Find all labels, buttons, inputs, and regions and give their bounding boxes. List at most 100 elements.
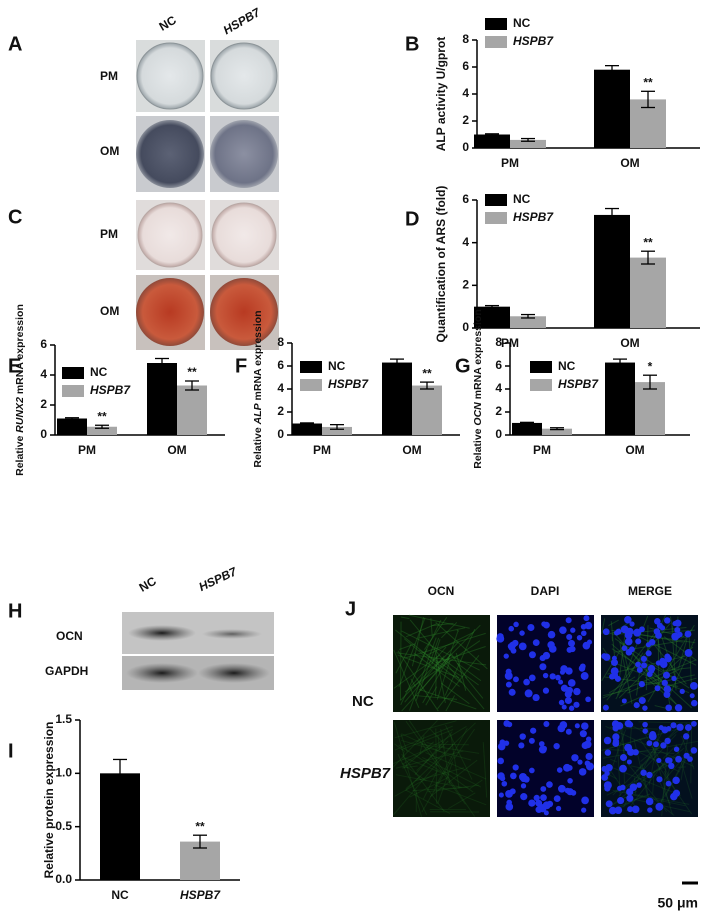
nucleus [655, 802, 664, 811]
row-label: HSPB7 [340, 765, 391, 782]
nucleus [645, 797, 654, 806]
texture [436, 660, 451, 700]
nucleus [619, 764, 627, 773]
nucleus [691, 720, 697, 727]
bar [635, 382, 665, 435]
y-axis-label: Relative protein expression [42, 722, 56, 879]
texture [425, 752, 487, 780]
nucleus [665, 704, 672, 712]
texture [618, 664, 653, 699]
significance: ** [97, 409, 107, 423]
nucleus [565, 728, 572, 735]
bar [594, 69, 630, 148]
y-tick-label: 6 [462, 192, 469, 206]
band [198, 663, 270, 683]
nucleus [666, 726, 672, 732]
nucleus [542, 672, 549, 679]
nucleus [664, 617, 671, 624]
row-label: OM [100, 304, 119, 318]
texture [410, 678, 417, 688]
texture [432, 622, 454, 627]
nucleus [530, 727, 537, 734]
nucleus [567, 679, 576, 687]
nucleus [559, 669, 566, 675]
texture [425, 686, 438, 706]
bar [474, 306, 510, 328]
nucleus [665, 780, 672, 787]
texture [440, 728, 451, 785]
nucleus [615, 721, 624, 730]
nucleus [497, 772, 505, 780]
column-label: HSPB7 [197, 564, 240, 594]
band [128, 625, 196, 641]
nucleus [682, 733, 690, 740]
nucleus [647, 807, 653, 813]
nucleus [573, 687, 581, 696]
texture [430, 618, 433, 637]
nucleus [533, 794, 540, 802]
texture [429, 759, 478, 798]
bar [474, 134, 510, 148]
y-tick-label: 4 [462, 235, 469, 249]
texture [418, 627, 466, 639]
x-tick-label: OM [620, 156, 639, 170]
texture [610, 758, 618, 763]
texture [400, 648, 428, 706]
panel-letter: A [8, 33, 22, 55]
nucleus [653, 741, 659, 748]
texture [450, 733, 460, 789]
y-tick-label: 6 [495, 358, 502, 372]
texture [669, 616, 674, 632]
nucleus [512, 764, 519, 771]
texture [426, 631, 474, 656]
nucleus [646, 740, 653, 747]
bar [594, 214, 630, 328]
texture [435, 651, 446, 703]
texture [409, 619, 485, 710]
nucleus [528, 737, 535, 744]
texture [404, 722, 476, 792]
nucleus [663, 685, 672, 693]
texture [396, 652, 487, 666]
legend-label: NC [558, 359, 576, 373]
nucleus [528, 674, 536, 682]
texture [419, 619, 442, 663]
bar [100, 773, 140, 880]
column-label: HSPB7 [221, 5, 264, 38]
x-tick-label: OM [625, 443, 644, 457]
error-bar [520, 421, 534, 425]
texture [635, 722, 683, 772]
texture [612, 793, 651, 810]
legend-swatch [485, 212, 507, 224]
bar [512, 422, 542, 435]
nucleus [498, 792, 504, 798]
dish [211, 202, 277, 268]
panel-letter: J [345, 598, 356, 620]
y-tick-label: 1.5 [55, 712, 72, 726]
error-bar [65, 417, 79, 420]
nucleus [532, 693, 540, 702]
nucleus [690, 747, 698, 754]
nucleus [553, 742, 560, 750]
texture [400, 616, 410, 620]
nucleus [617, 785, 623, 792]
y-axis-label-part: Relative [252, 424, 264, 467]
nucleus [559, 721, 568, 729]
nucleus [566, 633, 573, 641]
nucleus [605, 800, 613, 808]
nucleus [581, 741, 589, 750]
texture [436, 624, 481, 670]
nucleus [603, 736, 612, 745]
panel-letter: D [405, 208, 419, 230]
texture [625, 627, 659, 672]
texture [414, 731, 453, 776]
texture [605, 764, 682, 796]
nucleus [620, 625, 629, 634]
band [126, 663, 198, 683]
legend-label: HSPB7 [558, 377, 599, 391]
legend-label: HSPB7 [90, 383, 131, 397]
x-tick-label: NC [111, 888, 129, 902]
bar [510, 316, 546, 328]
texture [434, 784, 487, 806]
nucleus [615, 628, 622, 635]
